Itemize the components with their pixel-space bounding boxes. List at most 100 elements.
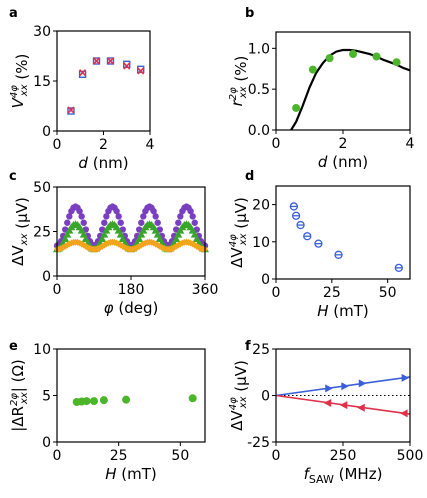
data-point (78, 213, 85, 220)
y-axis-unit: (μV) (232, 197, 250, 229)
x-axis-unit: (MHz) (339, 465, 383, 483)
axes-frame (275, 185, 411, 280)
data-point (80, 219, 87, 226)
x-tick-label: 2 (339, 136, 348, 152)
y-axis-unit: (Ω) (9, 359, 27, 382)
y-axis-quantity: r (228, 99, 246, 106)
y-axis-subscript: xx (238, 396, 249, 409)
data-point (101, 219, 108, 226)
data-point (113, 207, 120, 215)
data-point (400, 409, 408, 418)
data-point (67, 107, 75, 115)
series-a-1 (67, 57, 145, 114)
data-point (172, 234, 181, 243)
data-point (150, 207, 157, 215)
x-axis-label: H (mT) (105, 465, 157, 483)
x-axis-variable: H (105, 465, 116, 483)
data-point (82, 397, 91, 406)
y-tick-label: 0 (261, 389, 270, 405)
data-point (137, 230, 146, 238)
data-point (123, 62, 131, 70)
x-tick-label: 4 (406, 136, 415, 152)
x-axis-unit: (nm) (93, 154, 129, 172)
data-point (358, 379, 367, 388)
panel-letter-e: e (9, 339, 18, 354)
panel-c: c 0 180 360 0 25 50 φ (deg) ΔVxx (μV) (9, 169, 218, 317)
y-tick-label: 20 (252, 198, 270, 214)
data-point (117, 219, 124, 226)
series-a-0 (67, 57, 145, 115)
data-point (175, 219, 182, 226)
x-tick-label: 25 (110, 448, 128, 464)
data-point (92, 57, 101, 65)
y-axis-subscript: xx (19, 233, 30, 246)
y-tick-label: 1.0 (248, 41, 270, 57)
data-point (189, 213, 196, 220)
y-axis-superscript: 2φ (228, 87, 239, 100)
x-tick-label: 25 (323, 285, 341, 301)
panel-letter-d: d (245, 169, 254, 184)
series-c-2 (54, 238, 208, 253)
y-tick-label: 0 (42, 124, 51, 140)
panel-letter-c: c (9, 169, 17, 184)
data-point (63, 230, 72, 238)
data-point (341, 382, 349, 391)
panel-d: d 0 25 50 0 10 20 H (mT) ΔV4φxx (μV) (228, 169, 411, 320)
data-point (99, 396, 108, 405)
x-tick-label: 2 (99, 137, 108, 153)
data-point (323, 398, 332, 407)
y-axis-subscript: xx (19, 392, 30, 405)
data-point (123, 60, 131, 69)
axes-frame (56, 348, 206, 443)
y-tick-label: 0 (42, 269, 51, 285)
y-axis-subscript: xx (238, 86, 249, 99)
y-tick-label: 5 (42, 389, 51, 405)
data-point (325, 54, 334, 63)
x-axis-variable: H (317, 302, 328, 320)
y-tick-label: 15 (33, 74, 51, 90)
y-axis-subscript: xx (19, 84, 30, 97)
axes-frame (56, 186, 206, 277)
x-axis-label: H (mT) (317, 302, 369, 320)
y-tick-label: 0.5 (248, 82, 270, 98)
x-tick-label: 360 (192, 282, 219, 298)
data-point (98, 234, 107, 243)
x-tick-label: 50 (379, 285, 397, 301)
data-point (140, 213, 147, 220)
fit-curve (290, 48, 411, 131)
y-axis-quantity: ΔV (228, 247, 246, 268)
x-axis-label: d (nm) (318, 153, 368, 171)
x-axis-label: φ (deg) (104, 299, 159, 317)
x-axis-label: fSAW (MHz) (304, 465, 383, 486)
x-axis-unit: (deg) (118, 299, 158, 317)
data-point (137, 67, 145, 75)
y-axis-superscript: 4φ (228, 397, 239, 410)
series-c-0 (53, 203, 209, 249)
data-point (339, 401, 348, 410)
x-axis-unit: (mT) (121, 465, 156, 483)
y-axis-superscript: 4φ (9, 85, 20, 98)
y-axis-label: ΔV4φxx (μV) (228, 360, 250, 431)
x-tick-label: 0 (53, 448, 62, 464)
series-d-0 (289, 202, 403, 272)
x-tick-label: 0 (53, 137, 62, 153)
data-point (135, 234, 144, 243)
y-axis-superscript: 2φ (9, 393, 20, 406)
y-axis-label: ΔVxx (μV) (9, 197, 31, 266)
x-tick-label: 0 (272, 136, 281, 152)
y-axis-label: ΔV4φxx (μV) (228, 197, 250, 268)
y-axis-label: r2φxx (%) (228, 56, 250, 107)
y-axis-abs-bar: | (9, 387, 27, 392)
y-axis-unit: (%) (232, 56, 250, 82)
data-point (152, 213, 159, 220)
x-tick-label: 0 (272, 285, 281, 301)
x-axis-variable: f (304, 465, 312, 483)
data-point (187, 207, 194, 215)
data-point (357, 403, 365, 412)
x-axis-variable: d (78, 154, 88, 172)
y-tick-label: 25 (33, 225, 51, 241)
data-point (115, 213, 122, 220)
y-tick-label: 50 (33, 180, 51, 196)
